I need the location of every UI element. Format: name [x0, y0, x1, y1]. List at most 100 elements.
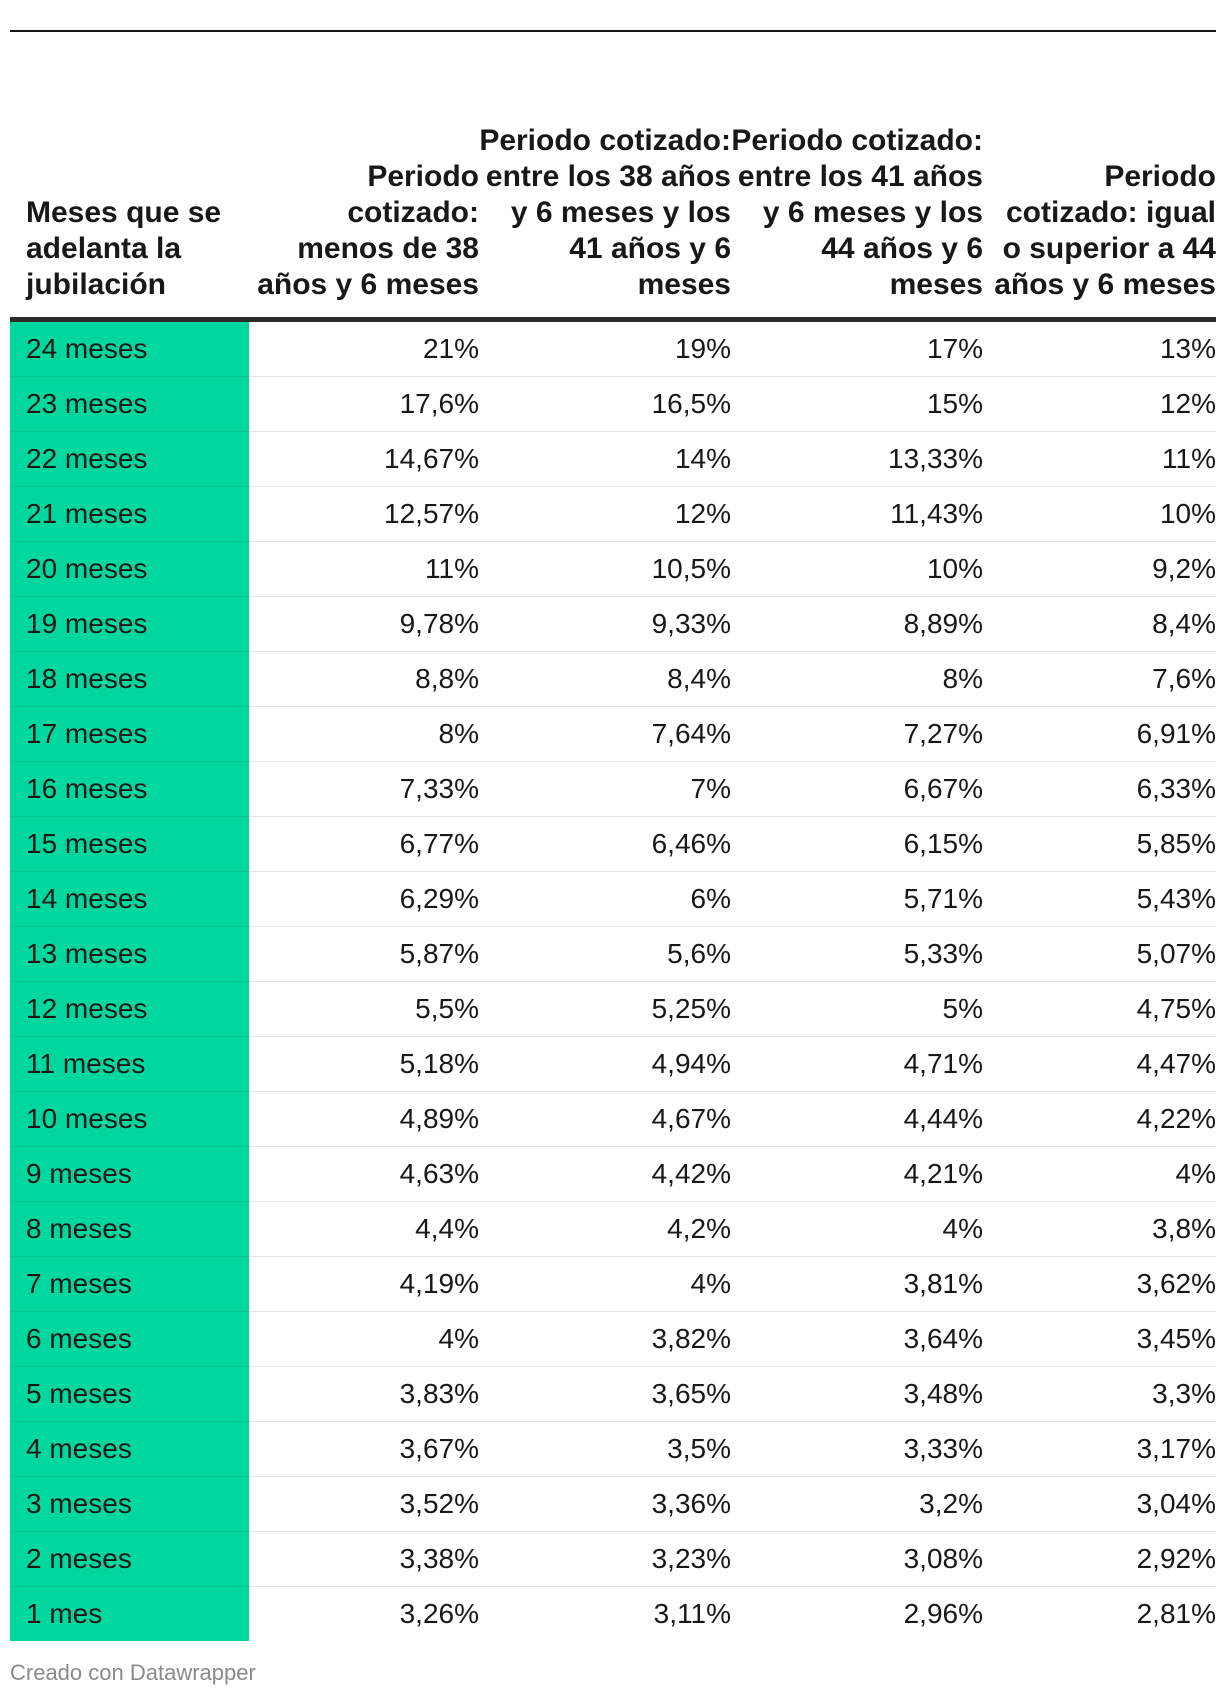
row-label-cell: 6 meses	[10, 1311, 249, 1367]
value-cell: 3,2%	[731, 1476, 983, 1532]
value-cell: 5,71%	[731, 871, 983, 927]
value-cell: 6%	[479, 871, 731, 927]
value-cell: 4,2%	[479, 1201, 731, 1257]
table-row: 17 meses 8% 7,64% 7,27% 6,91%	[10, 706, 1216, 762]
table-body: 24 meses 21% 19% 17% 13% 23 meses 17,6% 16,5% 15…	[10, 319, 1216, 1641]
value-cell: 4,63%	[249, 1146, 479, 1202]
column-header-3: Periodo cotizado: entre los 41 años y 6 …	[731, 32, 983, 322]
value-cell: 3,11%	[653, 1597, 731, 1629]
value-cell: 6,67%	[731, 761, 983, 817]
row-label-cell: 24 meses	[10, 319, 249, 377]
value-cell: 3,04%	[983, 1476, 1216, 1532]
value-cell: 6,15%	[731, 816, 983, 872]
value-cell: 5,43%	[983, 871, 1216, 927]
value-cell: 8%	[249, 706, 479, 762]
table-row: 3 meses 3,52% 3,36% 3,2% 3,04%	[10, 1476, 1216, 1532]
value-cell: 5,85%	[983, 816, 1216, 872]
value-cell: 3,3%	[983, 1366, 1216, 1422]
value-cell: 9,78%	[249, 596, 479, 652]
value-cell: 14%	[479, 431, 731, 487]
table-row: 6 meses 4% 3,82% 3,64% 3,45%	[10, 1311, 1216, 1367]
table-row: 8 meses 4,4% 4,2% 4% 3,8%	[10, 1201, 1216, 1257]
row-label-cell: 13 meses	[10, 926, 249, 982]
value-cell: 13%	[983, 319, 1216, 377]
value-cell: 4%	[249, 1311, 479, 1367]
value-cell: 19%	[479, 319, 731, 377]
value-cell: 17,6%	[249, 376, 479, 432]
value-cell: 3,5%	[479, 1421, 731, 1477]
value-cell: 3,26%	[399, 1597, 479, 1629]
value-cell: 6,77%	[249, 816, 479, 872]
value-cell: 11,43%	[731, 486, 983, 542]
value-cell: 5,33%	[731, 926, 983, 982]
value-cell: 12%	[983, 376, 1216, 432]
value-cell: 8,4%	[983, 596, 1216, 652]
value-cell: 4,75%	[983, 981, 1216, 1037]
value-cell: 3,33%	[731, 1421, 983, 1477]
value-cell: 3,81%	[731, 1256, 983, 1312]
value-cell: 4,4%	[249, 1201, 479, 1257]
row-label-cell: 17 meses	[10, 706, 249, 762]
row-label-cell: 9 meses	[10, 1146, 249, 1202]
row-label-cell: 3 meses	[10, 1476, 249, 1532]
value-cell: 10%	[731, 541, 983, 597]
value-cell: 3,38%	[249, 1531, 479, 1587]
value-cell: 8%	[731, 651, 983, 707]
value-cell: 3,82%	[479, 1311, 731, 1367]
value-cell: 3,45%	[983, 1311, 1216, 1367]
value-cell: 4,67%	[479, 1091, 731, 1147]
table-row: 19 meses 9,78% 9,33% 8,89% 8,4%	[10, 596, 1216, 652]
value-cell: 4%	[983, 1146, 1216, 1202]
row-label-cell: 5 meses	[10, 1366, 249, 1422]
column-header-4: Periodo cotizado: igual o superior a 44 …	[983, 32, 1216, 322]
credit-footer[interactable]: Creado con Datawrapper	[10, 1660, 256, 1685]
value-cell: 5,25%	[479, 981, 731, 1037]
row-label-cell: 7 meses	[10, 1256, 249, 1312]
table-row: 18 meses 8,8% 8,4% 8% 7,6%	[10, 651, 1216, 707]
value-cell: 4,47%	[983, 1036, 1216, 1092]
value-cell: 4,22%	[983, 1091, 1216, 1147]
row-label-cell: 15 meses	[10, 816, 249, 872]
table-row: 20 meses 11% 10,5% 10% 9,2%	[10, 541, 1216, 597]
value-cell: 2,92%	[983, 1531, 1216, 1587]
value-cell: 6,29%	[249, 871, 479, 927]
value-cell: 3,67%	[249, 1421, 479, 1477]
value-cell: 4,44%	[731, 1091, 983, 1147]
value-cell: 2,81%	[1136, 1597, 1216, 1629]
value-cell: 14,67%	[249, 431, 479, 487]
value-cell: 3,65%	[479, 1366, 731, 1422]
value-cell: 16,5%	[479, 376, 731, 432]
table-row: 9 meses 4,63% 4,42% 4,21% 4%	[10, 1146, 1216, 1202]
row-label-cell: 8 meses	[10, 1201, 249, 1257]
table-row: 4 meses 3,67% 3,5% 3,33% 3,17%	[10, 1421, 1216, 1477]
table-row: 12 meses 5,5% 5,25% 5% 4,75%	[10, 981, 1216, 1037]
value-cell: 10%	[983, 486, 1216, 542]
table-row: 11 meses 5,18% 4,94% 4,71% 4,47%	[10, 1036, 1216, 1092]
table-row: 23 meses 17,6% 16,5% 15% 12%	[10, 376, 1216, 432]
value-cell: 4,21%	[731, 1146, 983, 1202]
table-row: 16 meses 7,33% 7% 6,67% 6,33%	[10, 761, 1216, 817]
row-label-cell: 1 mes	[10, 1586, 249, 1641]
table-row: 14 meses 6,29% 6% 5,71% 5,43%	[10, 871, 1216, 927]
value-cell: 6,46%	[479, 816, 731, 872]
value-cell: 3,83%	[249, 1366, 479, 1422]
table-row: 13 meses 5,87% 5,6% 5,33% 5,07%	[10, 926, 1216, 982]
value-cell: 7,33%	[249, 761, 479, 817]
value-cell: 4,89%	[249, 1091, 479, 1147]
row-label-cell: 16 meses	[10, 761, 249, 817]
value-cell: 3,17%	[983, 1421, 1216, 1477]
value-cell: 3,23%	[479, 1531, 731, 1587]
value-cell: 5,5%	[249, 981, 479, 1037]
value-cell: 3,62%	[983, 1256, 1216, 1312]
table-row: 21 meses 12,57% 12% 11,43% 10%	[10, 486, 1216, 542]
row-label-cell: 12 meses	[10, 981, 249, 1037]
row-label-cell: 21 meses	[10, 486, 249, 542]
column-header-0: Meses que se adelanta la jubilación	[10, 32, 249, 322]
row-label-cell: 14 meses	[10, 871, 249, 927]
value-cell: 11%	[249, 541, 479, 597]
value-cell: 17%	[731, 319, 983, 377]
value-cell: 5,07%	[983, 926, 1216, 982]
value-cell: 7,6%	[983, 651, 1216, 707]
value-cell: 3,52%	[249, 1476, 479, 1532]
table-header-row: Meses que se adelanta la jubilación Perio…	[10, 32, 1216, 322]
